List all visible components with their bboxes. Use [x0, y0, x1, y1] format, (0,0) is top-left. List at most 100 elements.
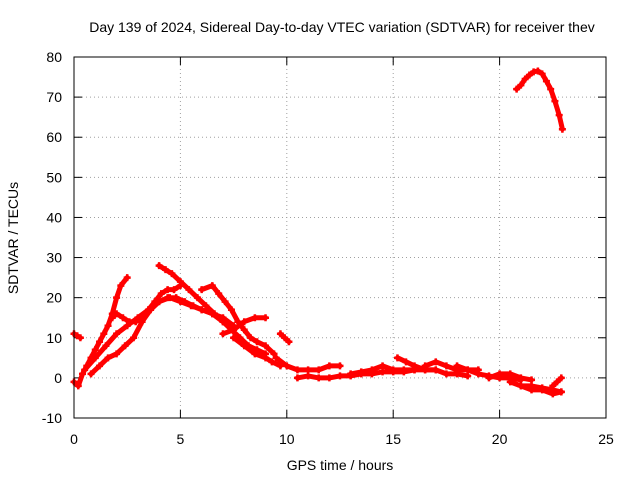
x-tick-label: 25	[598, 431, 614, 447]
data-point	[155, 298, 163, 306]
data-point	[187, 302, 195, 310]
data-point	[144, 306, 152, 314]
series-arc-20	[549, 374, 565, 390]
data-point	[87, 370, 95, 378]
data-point	[227, 306, 235, 314]
data-point	[170, 286, 178, 294]
data-point	[208, 282, 216, 290]
y-tick-label: 0	[54, 370, 62, 386]
data-point	[542, 77, 550, 85]
data-point	[198, 306, 206, 314]
x-tick-label: 10	[279, 431, 295, 447]
data-point	[219, 318, 227, 326]
data-point	[549, 390, 557, 398]
y-tick-label: 40	[46, 209, 62, 225]
data-point	[221, 298, 229, 306]
data-point	[534, 67, 542, 75]
series-line	[156, 263, 268, 357]
chart-title: Day 139 of 2024, Sidereal Day-to-day VTE…	[89, 19, 595, 35]
data-point	[464, 372, 472, 380]
data-point	[262, 314, 270, 322]
y-axis-label: SDTVAR / TECUs	[5, 182, 21, 294]
y-tick-label: 10	[46, 330, 62, 346]
data-point	[102, 342, 110, 350]
y-tick-label: 70	[46, 89, 62, 105]
data-point	[240, 342, 248, 350]
series-arc-5	[81, 294, 238, 374]
x-axis-label: GPS time / hours	[287, 457, 394, 473]
data-point	[219, 330, 227, 338]
data-point	[453, 362, 461, 370]
data-point	[251, 350, 259, 358]
series-arc-10	[276, 330, 293, 346]
x-tick-label: 0	[70, 431, 78, 447]
data-point	[104, 354, 112, 362]
data-point	[276, 330, 284, 338]
data-point	[551, 97, 559, 105]
data-point	[164, 286, 172, 294]
data-point	[157, 290, 165, 298]
series-arc-21	[513, 67, 566, 133]
data-point	[176, 278, 184, 286]
series-arc-17	[485, 370, 536, 384]
data-point	[262, 354, 270, 362]
data-point	[283, 362, 291, 370]
data-point	[315, 366, 323, 374]
data-point	[272, 354, 280, 362]
y-tick-label: 60	[46, 129, 62, 145]
data-point	[304, 366, 312, 374]
y-tick-label: 50	[46, 169, 62, 185]
data-point	[91, 354, 99, 362]
data-point	[74, 382, 82, 390]
data-point	[347, 370, 355, 378]
data-point	[215, 290, 223, 298]
data-point	[293, 374, 301, 382]
data-point	[442, 362, 450, 370]
data-point	[176, 298, 184, 306]
series-arc-9	[230, 334, 284, 370]
data-point	[557, 374, 565, 382]
data-point	[485, 374, 493, 382]
data-point	[432, 358, 440, 366]
data-point	[100, 330, 108, 338]
data-point	[293, 366, 301, 374]
data-point	[155, 262, 163, 270]
data-point	[121, 342, 129, 350]
data-point	[240, 326, 248, 334]
data-point	[464, 366, 472, 374]
data-point	[538, 70, 546, 78]
data-point	[91, 346, 99, 354]
data-point	[336, 362, 344, 370]
data-point	[138, 318, 146, 326]
data-point	[521, 75, 529, 83]
data-point	[79, 370, 87, 378]
data-point	[262, 342, 270, 350]
data-point	[96, 362, 104, 370]
data-point	[379, 362, 387, 370]
x-tick-label: 5	[177, 431, 185, 447]
data-point	[555, 111, 563, 119]
data-point	[553, 378, 561, 386]
data-point	[193, 294, 201, 302]
data-point	[357, 368, 365, 376]
data-point	[325, 374, 333, 382]
y-tick-label: 30	[46, 250, 62, 266]
series-arc-13	[347, 362, 418, 378]
data-point	[134, 314, 142, 322]
data-point	[402, 358, 410, 366]
data-point	[558, 125, 566, 133]
data-point	[506, 378, 514, 386]
data-point	[368, 366, 376, 374]
data-point	[76, 334, 84, 342]
data-point	[315, 374, 323, 382]
data-point	[168, 270, 176, 278]
data-point	[474, 370, 482, 378]
series-arc-19	[517, 382, 565, 398]
data-point	[410, 362, 418, 370]
data-point	[96, 338, 104, 346]
data-point	[198, 286, 206, 294]
data-point	[270, 350, 278, 358]
series-arc-11	[272, 354, 344, 374]
data-point	[130, 334, 138, 342]
